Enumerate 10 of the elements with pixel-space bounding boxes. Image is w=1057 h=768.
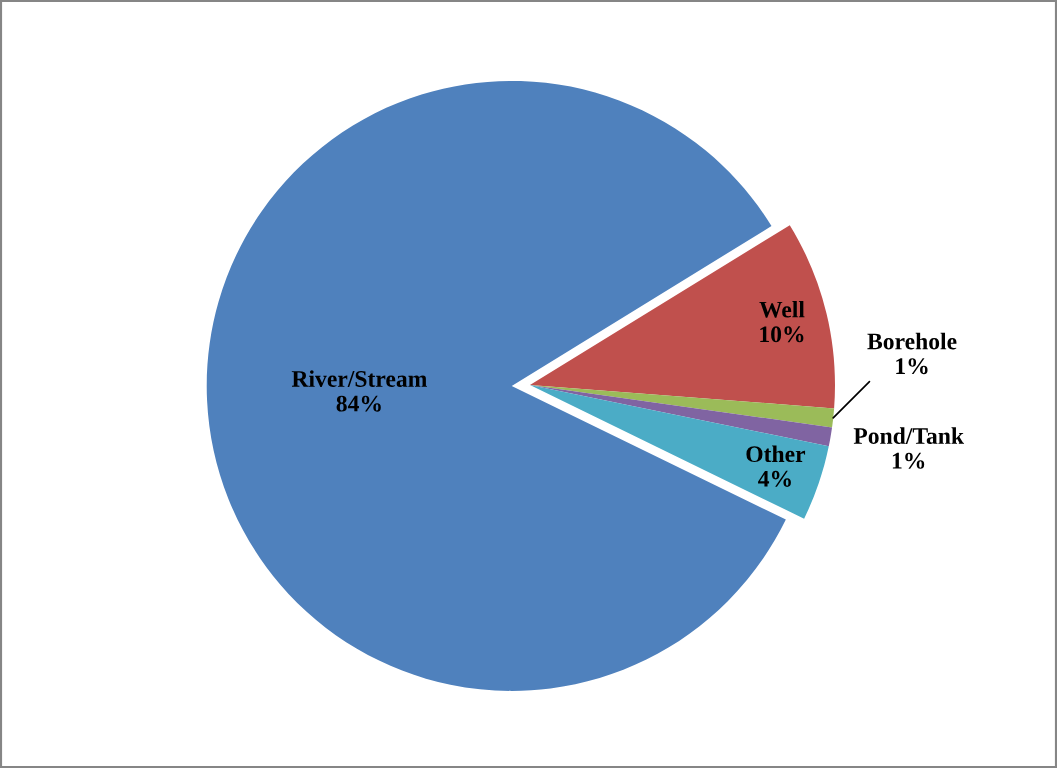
- data-label: 1%: [892, 452, 925, 469]
- data-label: 84%: [336, 395, 381, 412]
- slice-label: Other: [746, 445, 806, 463]
- slice-label: Well: [759, 300, 805, 318]
- slice-label: Pond/Tank: [853, 427, 965, 444]
- slice-label: River/Stream: [291, 370, 427, 387]
- slice-label: Borehole: [867, 332, 957, 350]
- data-label: 1%: [896, 358, 928, 375]
- data-label: 10%: [760, 326, 804, 343]
- data-label: 4%: [758, 470, 791, 487]
